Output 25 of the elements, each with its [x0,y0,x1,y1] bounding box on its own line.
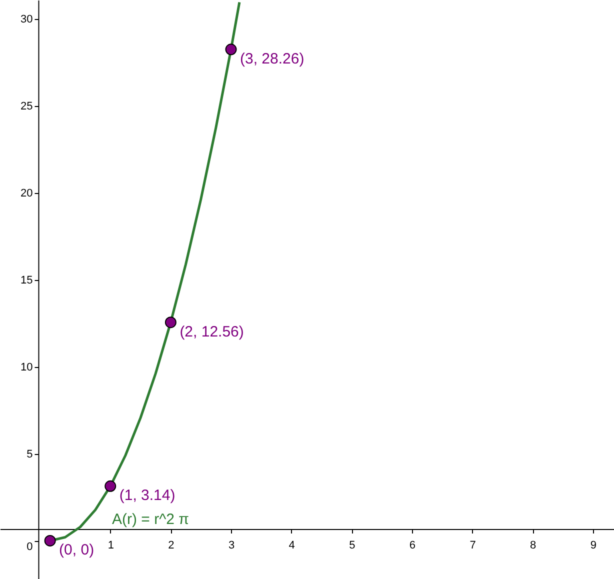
point [164,316,176,328]
y-tick-label: 0 [26,541,33,554]
data-label: (2, 12.56) [180,323,244,340]
y-tick-label: 5 [26,448,33,460]
y-tick-label: 30 [20,14,33,26]
y-tick-label: 20 [20,188,33,200]
y-tick-label: 25 [20,100,33,113]
x-tick-label: 8 [530,539,536,552]
point [44,535,56,546]
y-tick-label: 10 [20,361,33,374]
x-tick-label: 3 [228,539,235,552]
annotation: A(r) = r^2 π [112,511,189,528]
x-tick-label: 4 [288,539,295,552]
point [104,480,116,492]
x-tick-label: 6 [409,539,416,552]
x-tick-label: 5 [349,539,356,552]
x-tick-label: 1 [108,539,114,552]
x-tick-label: 2 [168,539,174,552]
data-label: (3, 28.26) [240,50,304,68]
x-tick-label: 7 [470,539,476,552]
data-label: (0, 0) [59,542,94,559]
y-tick-label: 15 [20,274,33,286]
point [225,44,237,56]
data-label: (1, 3.14) [119,487,176,504]
x-tick-label: 9 [590,539,596,552]
